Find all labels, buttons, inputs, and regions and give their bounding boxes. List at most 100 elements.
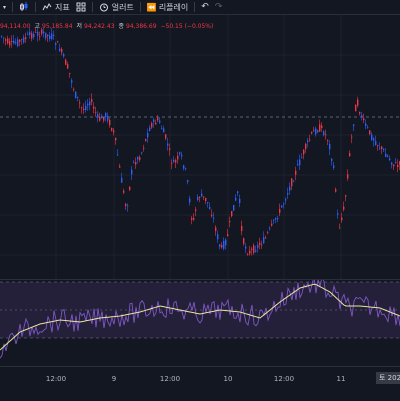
candle-body — [219, 244, 221, 247]
candle-body — [147, 133, 149, 138]
candle-body — [379, 147, 381, 149]
candle-body — [97, 113, 99, 117]
chart-type-button[interactable] — [16, 0, 32, 14]
candle-body — [331, 158, 333, 161]
ohlc-legend: 94,114.00 고 95,185.84 저 94,242.43 종 94,386.… — [0, 21, 215, 30]
candle-body — [251, 248, 253, 250]
candle-body — [19, 39, 21, 42]
candle-body — [349, 153, 351, 156]
price-chart[interactable] — [0, 15, 400, 280]
candle-body — [359, 112, 361, 114]
candle-body — [21, 39, 23, 41]
interval-button[interactable]: ▾ — [0, 0, 9, 14]
pane-divider[interactable] — [0, 279, 400, 280]
candle-body — [285, 199, 287, 201]
candle-body — [259, 242, 261, 245]
candle-body — [193, 218, 195, 220]
candle-body — [327, 139, 329, 141]
candle-body — [393, 164, 395, 167]
candle-body — [199, 197, 201, 198]
candle-body — [163, 128, 165, 133]
candle-body — [159, 120, 161, 123]
change-value: −50.15 (−0.05%) — [160, 23, 214, 30]
candle-body — [27, 33, 29, 35]
candle-body — [47, 34, 49, 37]
time-axis-label: 11 — [336, 375, 346, 383]
candle-body — [367, 127, 369, 129]
alerts-label: 얼러트 — [111, 2, 134, 12]
candle-body — [283, 203, 285, 205]
chart-toolbar: ▾ 지표 얼러트 ⏪ 리플레이 ↶ ↷ — [0, 0, 400, 15]
time-axis-label: 12:00 — [273, 375, 295, 383]
candle-body — [153, 119, 155, 122]
candle-body — [63, 54, 65, 57]
candle-body — [171, 162, 173, 164]
low-label: 저 — [76, 23, 82, 30]
layout-button[interactable] — [73, 0, 89, 14]
candle-body — [209, 206, 211, 210]
candle-body — [117, 154, 119, 156]
oscillator-pane[interactable] — [0, 280, 400, 366]
candle-body — [297, 164, 299, 166]
candle-body — [389, 158, 391, 160]
candle-body — [9, 41, 11, 46]
candle-body — [275, 217, 277, 220]
candle-body — [41, 29, 43, 34]
candle-body — [339, 227, 341, 229]
candle-body — [227, 234, 229, 237]
high-value: 95,185.84 — [42, 23, 73, 30]
candle-body — [33, 33, 35, 38]
candle-body — [79, 102, 81, 104]
candle-body — [143, 147, 145, 149]
candle-body — [231, 211, 233, 217]
candle-body — [243, 238, 245, 244]
redo-button[interactable]: ↷ — [212, 0, 226, 14]
candle-body — [369, 130, 371, 135]
candle-body — [305, 143, 307, 150]
candle-body — [189, 198, 191, 203]
candle-body — [55, 43, 57, 45]
candle-body — [253, 245, 255, 253]
candle-body — [139, 157, 141, 160]
candle-body — [181, 154, 183, 157]
replay-button[interactable]: ⏪ 리플레이 — [144, 0, 191, 14]
undo-button[interactable]: ↶ — [198, 0, 212, 14]
candle-body — [263, 237, 265, 244]
time-axis[interactable]: 12:00 9 12:00 10 12:00 11 토 202 — [0, 366, 400, 401]
candle-body — [93, 106, 95, 109]
candle-body — [225, 239, 227, 246]
candle-body — [129, 186, 131, 190]
candle-body — [383, 149, 385, 151]
candle-body — [59, 48, 61, 52]
candle-body — [7, 38, 9, 44]
candle-body — [217, 234, 219, 240]
candle-body — [207, 202, 209, 203]
candle-body — [91, 99, 93, 103]
indicators-label: 지표 — [55, 2, 70, 12]
redo-icon: ↷ — [214, 1, 223, 12]
candle-body — [29, 32, 31, 35]
candle-body — [323, 131, 325, 136]
candle-body — [105, 113, 107, 117]
candle-body — [191, 218, 193, 220]
candle-body — [287, 193, 289, 195]
candle-body — [245, 246, 247, 249]
candle-body — [241, 225, 243, 232]
candle-body — [131, 169, 133, 175]
candle-body — [109, 119, 111, 126]
candle-body — [237, 191, 239, 194]
indicators-button[interactable]: 지표 — [39, 0, 73, 14]
candle-body — [249, 250, 251, 254]
toolbar-divider — [12, 2, 14, 12]
candle-body — [185, 168, 187, 170]
candle-body — [187, 180, 189, 182]
alerts-button[interactable]: 얼러트 — [96, 0, 137, 14]
candle-body — [347, 174, 349, 179]
candle-body — [311, 132, 313, 134]
candle-body — [167, 143, 169, 146]
candles — [1, 26, 400, 256]
candle-body — [205, 197, 207, 202]
candle-body — [335, 189, 337, 192]
open-value: 94,114.00 — [0, 23, 31, 30]
candle-body — [119, 166, 121, 168]
